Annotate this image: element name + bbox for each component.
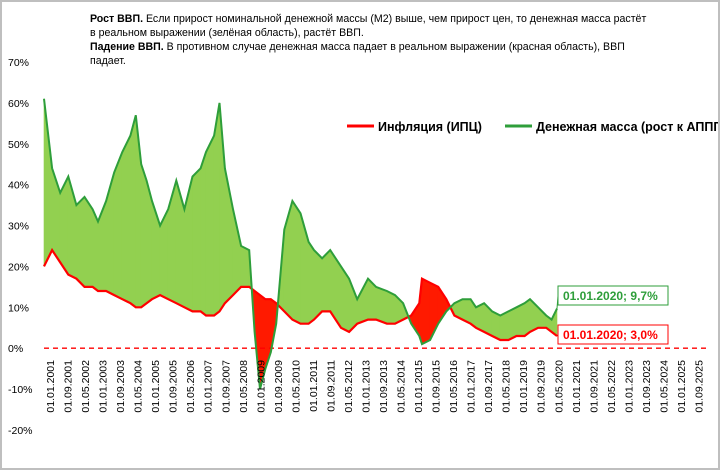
x-tick-label: 01.01.2003	[98, 360, 110, 413]
x-tick-label: 01.05.2020	[553, 360, 565, 413]
callout-money-label: 01.01.2020; 9,7%	[563, 289, 658, 303]
x-tick-label: 01.01.2023	[623, 360, 635, 413]
x-tick-label: 01.05.2014	[396, 360, 408, 413]
y-axis: 70% 60% 50% 40% 30% 20% 10% 0% -10% -20%	[8, 57, 33, 437]
x-axis: 01.01.2001 01.09.2001 01.05.2002 01.01.2003…	[45, 360, 706, 413]
area-growth	[508, 306, 517, 341]
x-tick-label: 01.05.2024	[658, 360, 670, 413]
x-tick-label: 01.01.2007	[203, 360, 215, 413]
y-tick-label: 50%	[8, 139, 29, 151]
y-tick-label: 60%	[8, 98, 29, 110]
x-tick-label: 01.01.2009	[255, 360, 267, 413]
area-growth	[313, 249, 323, 321]
legend: Инфляция (ИПЦ) Денежная масса (рост к АП…	[347, 120, 718, 134]
chart-areas	[43, 98, 558, 390]
y-tick-label: -10%	[8, 384, 33, 396]
y-tick-label: 0%	[8, 343, 23, 355]
chart-note: Рост ВВП. Если прирост номинальной денеж…	[90, 12, 650, 68]
x-tick-label: 01.09.2003	[115, 360, 127, 413]
x-tick-label: 01.09.2017	[483, 360, 495, 413]
area-growth	[105, 172, 115, 296]
x-tick-label: 01.01.2017	[466, 360, 478, 413]
x-tick-label: 01.05.2018	[501, 360, 513, 413]
callout-inflation: 01.01.2020; 3,0%	[556, 324, 669, 345]
x-tick-label: 01.09.2001	[63, 360, 75, 413]
area-growth	[192, 167, 201, 312]
x-tick-label: 01.09.2025	[694, 360, 706, 413]
area-growth	[113, 151, 123, 300]
y-tick-label: 10%	[8, 302, 29, 314]
area-growth	[329, 249, 342, 329]
x-tick-label: 01.05.2008	[238, 360, 250, 413]
x-tick-label: 01.09.2019	[536, 360, 548, 413]
chart-lines	[43, 98, 558, 390]
y-tick-label: 40%	[8, 180, 29, 192]
area-growth	[43, 98, 53, 267]
x-tick-label: 01.05.2010	[290, 360, 302, 413]
x-tick-label: 01.09.2015	[431, 360, 443, 413]
callout-inflation-box	[557, 324, 669, 345]
note-growth: Рост ВВП. Если прирост номинальной денеж…	[90, 13, 647, 39]
x-tick-label: 01.09.2005	[168, 360, 180, 413]
x-tick-label: 01.05.2004	[133, 360, 145, 413]
x-tick-label: 01.09.2023	[641, 360, 653, 413]
y-tick-label: 70%	[8, 57, 29, 69]
y-tick-label: 30%	[8, 221, 29, 233]
x-tick-label: 01.09.2021	[588, 360, 600, 413]
callout-money: 01.01.2020; 9,7%	[556, 285, 669, 309]
area-growth	[84, 195, 93, 288]
x-tick-label: 01.01.2005	[150, 360, 162, 413]
x-tick-label: 01.05.2006	[185, 360, 197, 413]
area-decline	[421, 278, 431, 345]
area-growth	[375, 286, 388, 325]
x-tick-label: 01.01.2001	[45, 360, 57, 413]
x-tick-label: 01.09.2011	[325, 360, 337, 412]
note-decline: Падение ВВП. В противном случае денежная…	[90, 41, 625, 67]
area-growth	[167, 180, 177, 304]
callout-money-box	[557, 285, 669, 306]
area-growth	[232, 209, 242, 296]
area-growth	[175, 180, 185, 308]
x-tick-label: 01.01.2011	[308, 360, 320, 412]
y-tick-label: -20%	[8, 425, 33, 437]
area-growth	[516, 302, 525, 337]
x-tick-label: 01.01.2013	[361, 360, 373, 413]
area-growth	[205, 135, 215, 316]
area-growth	[200, 151, 207, 317]
area-growth	[308, 240, 315, 325]
legend-money-label: Денежная масса (рост к АППГ)	[536, 120, 718, 134]
callout-inflation-label: 01.01.2020; 3,0%	[563, 328, 658, 342]
x-tick-label: 01.01.2025	[676, 360, 688, 413]
money-line	[43, 98, 558, 390]
x-tick-label: 01.05.2016	[448, 360, 460, 413]
area-growth	[130, 115, 137, 308]
x-tick-label: 01.09.2007	[220, 360, 232, 413]
area-growth	[140, 164, 147, 308]
legend-inflation-label: Инфляция (ИПЦ)	[378, 120, 482, 134]
area-growth	[386, 290, 396, 324]
area-growth	[97, 200, 107, 292]
area-growth	[240, 245, 250, 288]
inflation-line	[43, 247, 558, 342]
x-tick-label: 01.05.2012	[343, 360, 355, 413]
x-tick-label: 01.05.2002	[80, 360, 92, 413]
area-growth	[121, 135, 131, 304]
x-tick-label: 01.05.2022	[606, 360, 618, 413]
area-growth	[321, 249, 331, 312]
x-tick-label: 01.01.2015	[413, 360, 425, 413]
x-tick-label: 01.01.2019	[518, 360, 530, 413]
x-tick-label: 01.09.2013	[378, 360, 390, 413]
area-growth	[292, 200, 301, 325]
area-growth	[356, 278, 369, 325]
area-growth	[76, 196, 85, 288]
x-tick-label: 01.09.2009	[273, 360, 285, 413]
x-tick-label: 01.01.2021	[571, 360, 583, 413]
y-tick-label: 20%	[8, 261, 29, 273]
area-growth	[524, 298, 531, 337]
